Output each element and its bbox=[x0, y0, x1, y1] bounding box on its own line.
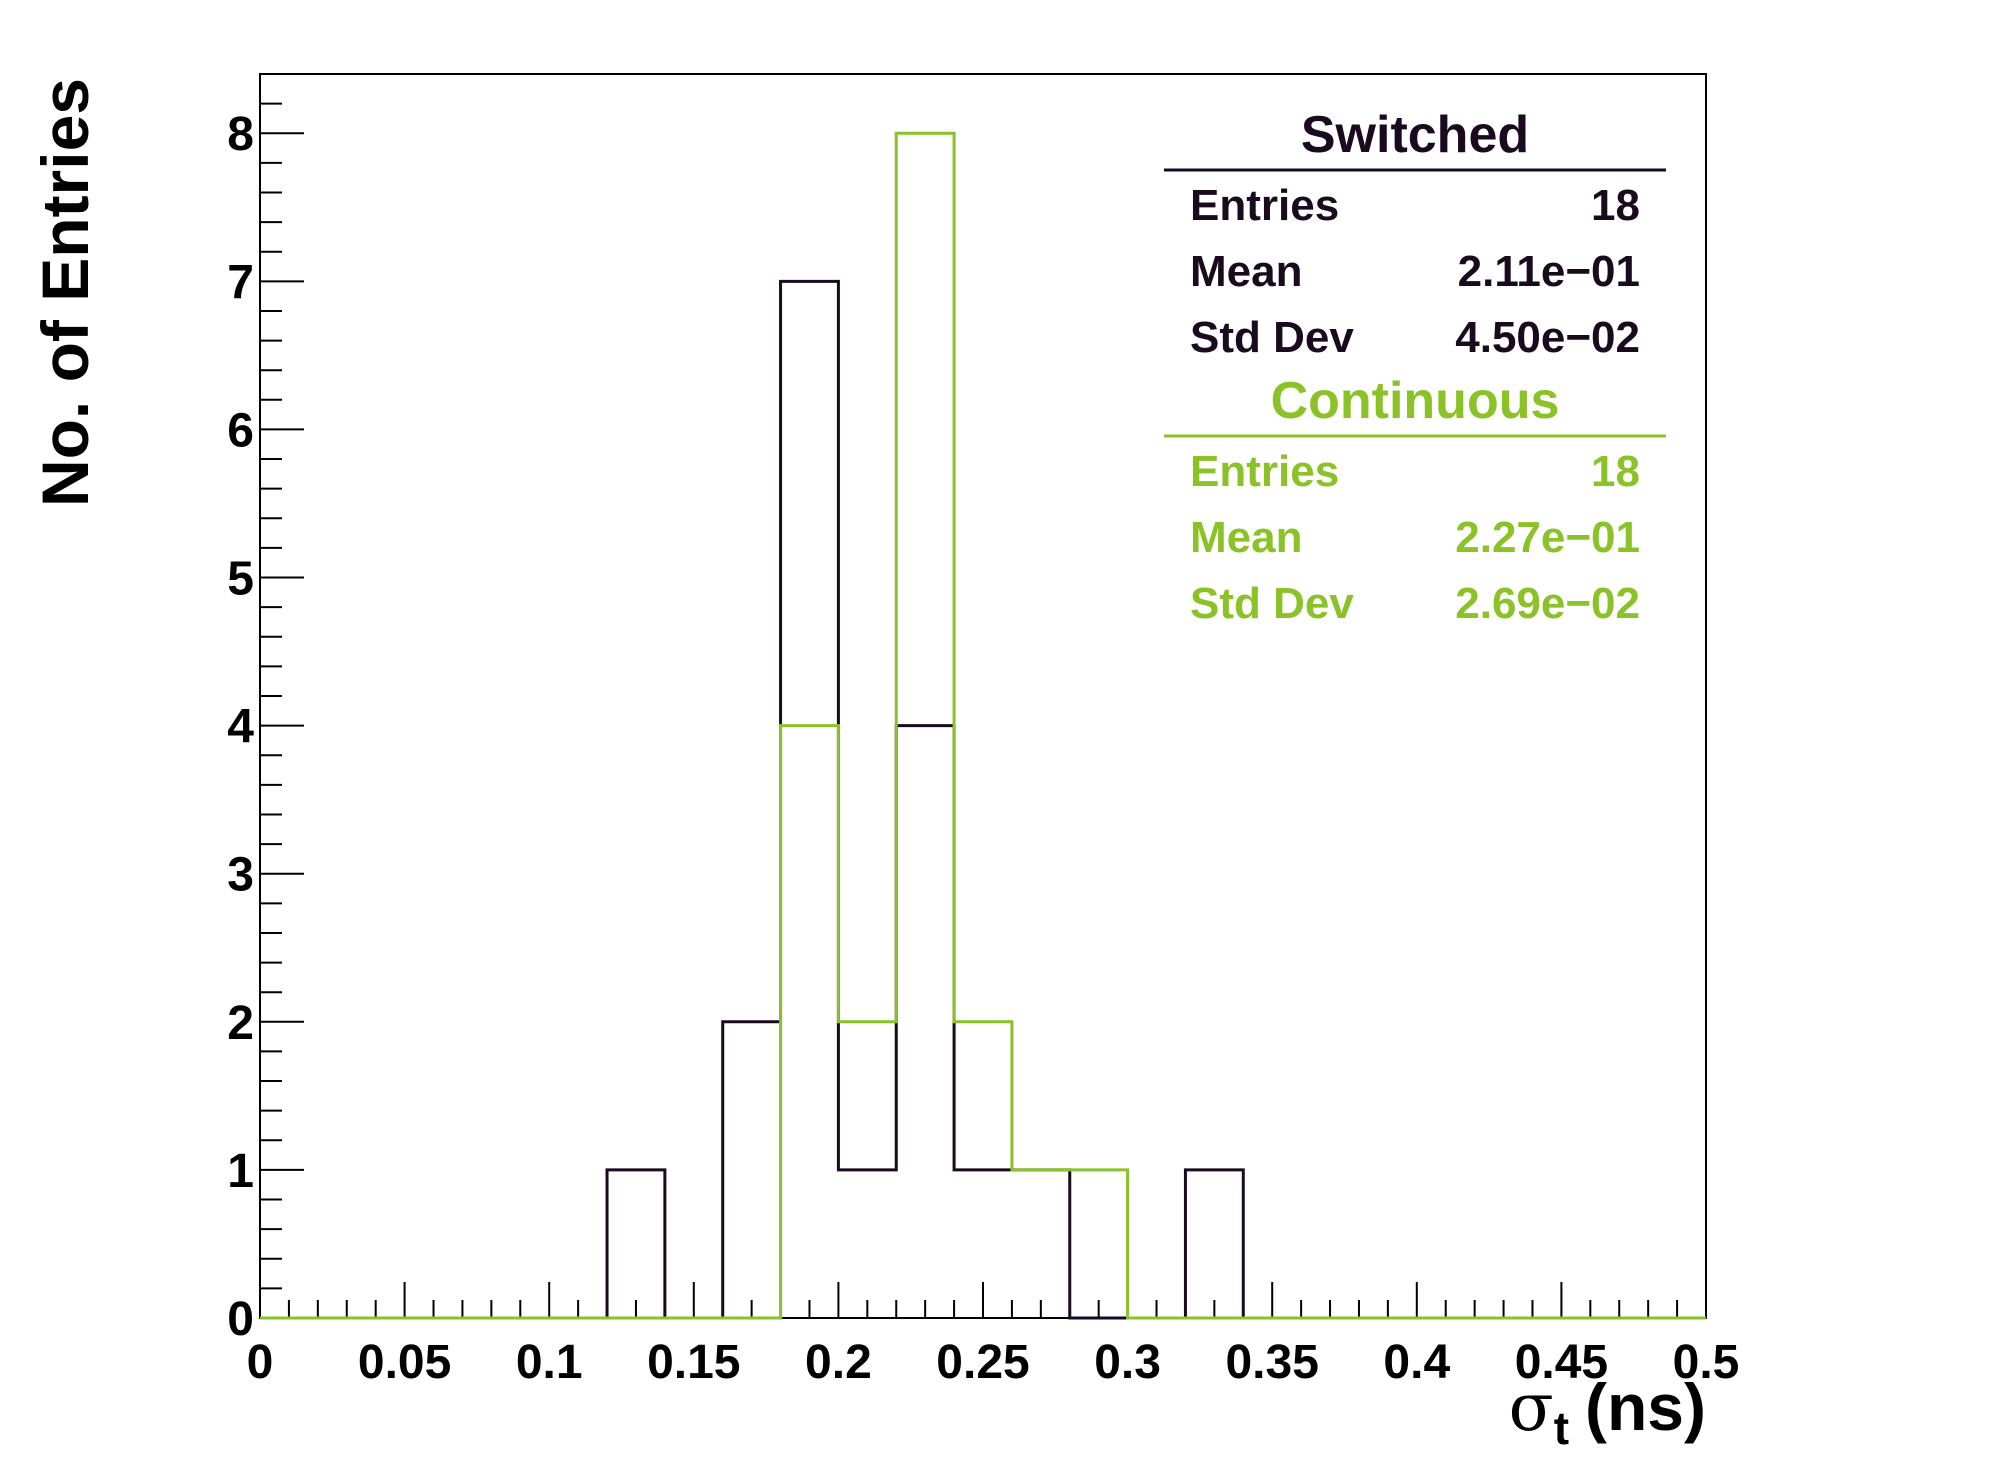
stats-row-value: 2.27e−01 bbox=[1455, 513, 1640, 562]
stats-title: Switched bbox=[1301, 106, 1529, 164]
x-tick-label: 0 bbox=[247, 1336, 274, 1389]
stats-row-label: Std Dev bbox=[1190, 579, 1354, 628]
stats-title: Continuous bbox=[1271, 372, 1560, 430]
stats-row-value: 18 bbox=[1591, 447, 1640, 496]
x-axis-title: σt (ns) bbox=[1509, 1369, 1706, 1454]
histogram-outline bbox=[260, 131, 1706, 1320]
x-tick-label: 0.25 bbox=[936, 1336, 1029, 1389]
stats-row-label: Entries bbox=[1190, 447, 1339, 496]
stats-row-label: Std Dev bbox=[1190, 313, 1354, 362]
stats-row-value: 4.50e−02 bbox=[1455, 313, 1640, 362]
y-tick-label: 0 bbox=[227, 1293, 254, 1346]
stats-row-value: 18 bbox=[1591, 181, 1640, 230]
x-axis-subscript: t bbox=[1554, 1402, 1569, 1454]
y-tick-label: 2 bbox=[227, 997, 254, 1050]
stats-row-label: Mean bbox=[1190, 247, 1302, 296]
histogram-series bbox=[260, 131, 1706, 1320]
x-tick-label: 0.05 bbox=[358, 1336, 451, 1389]
y-tick-label: 1 bbox=[227, 1145, 254, 1198]
stats-box: Switched Entries 18 Mean 2.11e−01 Std Dev 4.50… bbox=[1164, 106, 1666, 628]
y-axis-title: No. of Entries bbox=[28, 78, 102, 507]
x-tick-label: 0.1 bbox=[516, 1336, 583, 1389]
y-tick-label: 7 bbox=[227, 256, 254, 309]
x-axis-unit: (ns) bbox=[1585, 1370, 1706, 1444]
stats-row-value: 2.69e−02 bbox=[1455, 579, 1640, 628]
y-tick-label: 3 bbox=[227, 849, 254, 902]
tick-labels: 0 0.05 0.1 0.15 0.2 0.25 0.3 0.35 0.4 0.45 0.5 0 1 2 3… bbox=[227, 108, 1739, 1389]
series-continuous bbox=[260, 131, 1706, 1320]
stats-row-label: Mean bbox=[1190, 513, 1302, 562]
stats-continuous: Continuous Entries 18 Mean 2.27e−01 Std Dev 2.… bbox=[1164, 372, 1666, 628]
y-tick-label: 5 bbox=[227, 553, 254, 606]
x-tick-label: 0.4 bbox=[1383, 1336, 1450, 1389]
x-tick-label: 0.35 bbox=[1225, 1336, 1318, 1389]
x-tick-label: 0.15 bbox=[647, 1336, 740, 1389]
stats-row-value: 2.11e−01 bbox=[1458, 247, 1640, 296]
y-tick-label: 6 bbox=[227, 404, 254, 457]
stats-row-label: Entries bbox=[1190, 181, 1339, 230]
x-tick-label: 0.45 bbox=[1515, 1336, 1608, 1389]
x-tick-label: 0.3 bbox=[1094, 1336, 1161, 1389]
x-tick-label: 0.5 bbox=[1673, 1336, 1740, 1389]
y-tick-label: 8 bbox=[227, 108, 254, 161]
stats-switched: Switched Entries 18 Mean 2.11e−01 Std Dev 4.50… bbox=[1164, 106, 1666, 362]
y-tick-label: 4 bbox=[227, 701, 254, 754]
x-tick-label: 0.2 bbox=[805, 1336, 872, 1389]
x-axis-symbol: σ bbox=[1509, 1369, 1554, 1446]
